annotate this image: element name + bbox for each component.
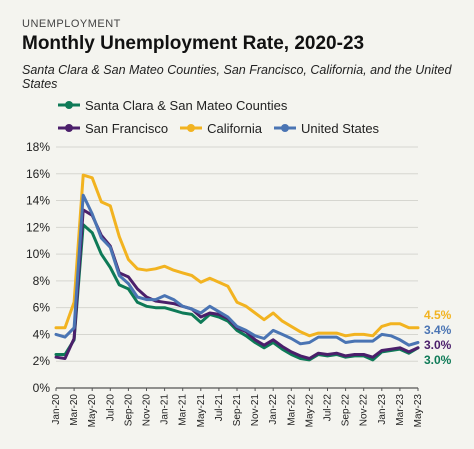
y-tick-label: 6% <box>33 301 51 315</box>
x-tick-label: Jan-23 <box>377 394 388 425</box>
x-tick-label: Mar-22 <box>286 394 297 426</box>
series-line-1 <box>54 208 420 360</box>
legend-row-2: San Francisco California United States <box>58 119 391 137</box>
x-tick-label: Jul-22 <box>323 394 334 422</box>
x-tick-label: May-21 <box>196 394 207 428</box>
x-tick-label: Jan-20 <box>51 394 62 425</box>
x-tick-label: May-22 <box>304 394 315 428</box>
legend-swatch-santa-clara <box>58 99 80 111</box>
end-label: 4.5% <box>424 308 452 322</box>
legend-item-california: California <box>180 121 262 136</box>
y-tick-label: 12% <box>26 220 50 234</box>
legend-swatch-san-francisco <box>58 122 80 134</box>
legend-label-santa-clara: Santa Clara & San Mateo Counties <box>85 97 288 113</box>
x-tick-label: Jan-21 <box>160 394 171 425</box>
chart-subtitle: Santa Clara & San Mateo Counties, San Fr… <box>22 63 452 91</box>
legend-item-san-francisco: San Francisco <box>58 121 168 136</box>
y-tick-label: 18% <box>26 140 50 154</box>
x-tick-label: Sep-22 <box>341 394 352 427</box>
x-tick-label: Nov-21 <box>250 394 261 427</box>
x-tick-label: Sep-21 <box>232 394 243 427</box>
x-tick-label: May-20 <box>87 394 98 428</box>
legend-label-united-states: United States <box>301 120 380 136</box>
x-tick-label: Sep-20 <box>123 394 134 427</box>
end-label: 3.0% <box>424 338 452 352</box>
y-tick-label: 4% <box>33 327 51 341</box>
y-tick-label: 2% <box>33 354 51 368</box>
y-tick-label: 8% <box>33 274 51 288</box>
legend-item-santa-clara: Santa Clara & San Mateo Counties <box>58 98 287 113</box>
chart-title: Monthly Unemployment Rate, 2020-23 <box>22 33 365 54</box>
y-tick-label: 0% <box>33 381 51 395</box>
y-tick-label: 14% <box>26 194 50 208</box>
end-label: 3.4% <box>424 323 452 337</box>
y-tick-label: 16% <box>26 167 50 181</box>
y-tick-label: 10% <box>26 247 50 261</box>
legend-label-california: California <box>207 120 263 136</box>
x-tick-label: Nov-22 <box>359 394 370 427</box>
x-tick-label: Mar-20 <box>69 394 80 426</box>
x-tick-label: Jul-20 <box>105 394 116 422</box>
legend-swatch-united-states <box>274 122 297 134</box>
legend-item-united-states: United States <box>274 121 379 136</box>
series-line-3 <box>54 193 420 347</box>
legend-row-1: Santa Clara & San Mateo Counties <box>58 96 299 114</box>
x-tick-label: Mar-21 <box>178 394 189 426</box>
kicker-label: UNEMPLOYMENT <box>22 18 121 30</box>
x-tick-label: Jul-21 <box>214 394 225 422</box>
legend-label-san-francisco: San Francisco <box>85 120 169 136</box>
x-tick-label: Mar-23 <box>395 394 406 426</box>
end-label: 3.0% <box>424 353 452 367</box>
x-tick-label: Jan-22 <box>268 394 279 425</box>
x-tick-label: Nov-20 <box>142 394 153 427</box>
series-line-2 <box>54 173 420 338</box>
x-tick-label: May-23 <box>413 394 424 428</box>
legend-swatch-california <box>180 122 203 134</box>
